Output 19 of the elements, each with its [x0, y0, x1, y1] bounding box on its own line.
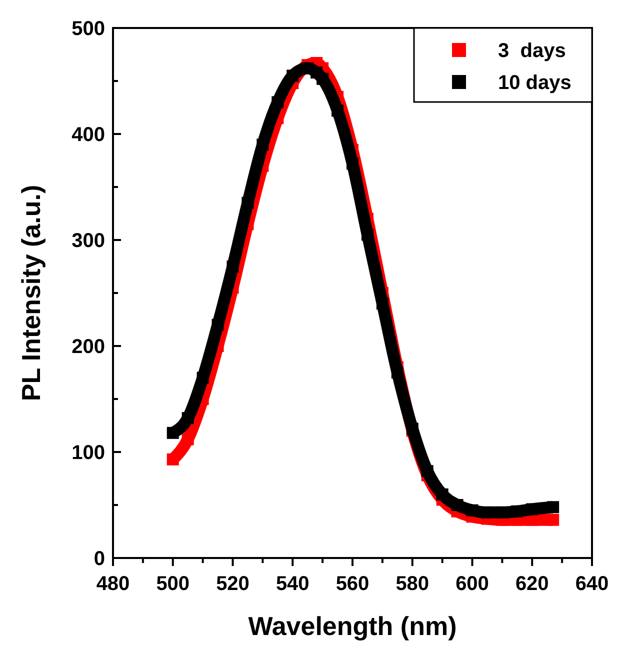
y-tick-label: 500 [72, 18, 105, 40]
x-tick-label: 520 [216, 573, 250, 595]
x-tick-label: 640 [575, 573, 609, 595]
legend-label: 3 days [498, 40, 566, 62]
x-tick-label: 540 [276, 573, 310, 595]
x-tick-label: 620 [515, 573, 549, 595]
legend-label: 10 days [498, 72, 572, 94]
x-axis-title: Wavelength (nm) [248, 611, 457, 641]
y-tick-label: 0 [94, 548, 105, 570]
y-tick-label: 300 [72, 230, 105, 252]
x-tick-label: 560 [336, 573, 370, 595]
y-tick-label: 200 [72, 336, 105, 358]
x-tick-label: 500 [156, 573, 190, 595]
y-tick-label: 400 [72, 124, 105, 146]
x-tick-label: 480 [96, 573, 130, 595]
y-tick-label: 100 [72, 442, 105, 464]
x-tick-label: 600 [456, 573, 489, 595]
x-tick-label: 580 [396, 573, 430, 595]
y-axis-title: PL Intensity (a.u.) [16, 184, 46, 402]
